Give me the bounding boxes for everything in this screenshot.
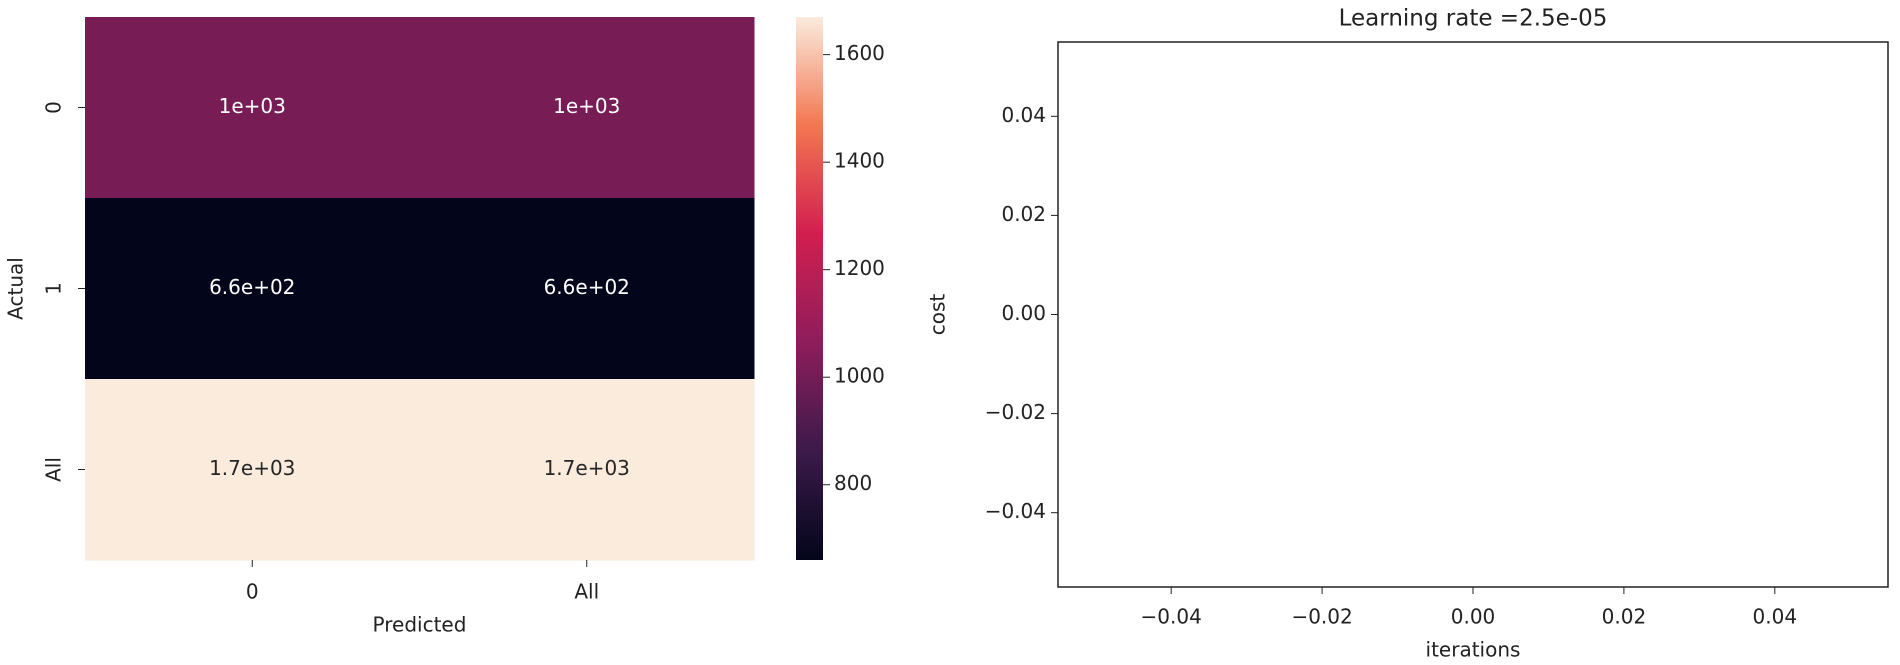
x-axis-label: iterations — [1426, 638, 1521, 662]
x-tick-label: −0.02 — [1291, 605, 1352, 629]
x-axis-label: Predicted — [373, 613, 467, 637]
plot-area — [1057, 41, 1889, 588]
colorbar-tick-label: 1400 — [834, 149, 885, 173]
y-tick-label: −0.02 — [985, 400, 1046, 424]
colorbar-tick-label: 1600 — [834, 41, 885, 65]
x-tick-label: 0.00 — [1451, 605, 1496, 629]
y-tick-label: 0.00 — [1001, 301, 1046, 325]
heatmap-cell — [419, 379, 755, 561]
y-tick-label: All — [42, 457, 66, 482]
x-tick-label: All — [574, 580, 599, 604]
heatmap-cell — [85, 379, 420, 561]
x-tick-label: 0 — [246, 580, 259, 604]
heatmap-cell — [419, 198, 755, 380]
cell-label: 6.6e+02 — [544, 275, 630, 299]
colorbar-tick-label: 800 — [834, 471, 872, 495]
heatmap-cell — [85, 198, 420, 380]
cell-label: 1.7e+03 — [544, 456, 630, 480]
y-axis-label: Actual — [4, 257, 28, 320]
colorbar-tick-label: 1200 — [834, 256, 885, 280]
chart-title: Learning rate =2.5e-05 — [1339, 6, 1608, 32]
y-tick-label: 0.04 — [1001, 103, 1046, 127]
cell-label: 6.6e+02 — [209, 275, 295, 299]
y-tick-label: 0.02 — [1001, 202, 1046, 226]
cell-label: 1e+03 — [553, 94, 620, 118]
y-tick-label: −0.04 — [985, 499, 1046, 523]
colorbar-tick-label: 1000 — [834, 364, 885, 388]
x-tick-label: 0.04 — [1753, 605, 1798, 629]
cell-label: 1.7e+03 — [209, 456, 295, 480]
heatmap-cell — [85, 17, 420, 199]
x-tick-label: 0.02 — [1602, 605, 1647, 629]
cell-label: 1e+03 — [219, 94, 286, 118]
y-axis-label: cost — [926, 294, 950, 336]
colorbar — [796, 17, 823, 560]
y-tick-label: 0 — [42, 101, 66, 114]
y-tick-label: 1 — [42, 282, 66, 295]
heatmap-cell — [419, 17, 755, 199]
x-tick-label: −0.04 — [1141, 605, 1202, 629]
